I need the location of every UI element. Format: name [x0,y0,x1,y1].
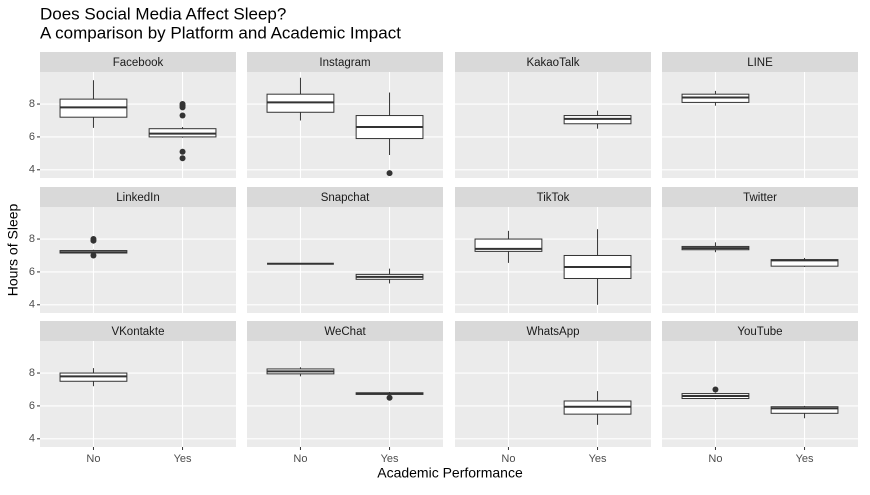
panel-background [40,341,236,447]
y-tick-label: 4 [29,164,35,176]
strip-label: WhatsApp [526,326,579,338]
strip [40,52,236,72]
strip [455,321,651,341]
strip [662,187,858,207]
panel-background [455,72,651,178]
strip-label: TikTok [537,192,570,204]
y-tick-label: 4 [29,299,35,311]
strip [247,187,443,207]
panel-background [40,72,236,178]
outlier [179,104,186,111]
strip-label: VKontakte [111,326,164,338]
y-tick-label: 6 [29,266,35,278]
strip-label: KakaoTalk [526,57,579,69]
strip-label: WeChat [324,326,366,338]
y-tick-label: 6 [29,400,35,412]
strip-label: Snapchat [321,192,370,204]
panel-background [40,207,236,313]
outlier [179,148,186,155]
outlier [712,386,719,393]
outlier [90,252,97,259]
x-tick-label: Yes [174,453,192,465]
strip [247,52,443,72]
box [770,406,839,414]
y-tick-label: 8 [29,233,35,245]
y-tick-label: 6 [29,131,35,143]
x-tick-label: Yes [589,453,607,465]
strip [40,321,236,341]
strip-label: LINE [747,57,773,69]
strip [455,52,651,72]
panel-background [455,341,651,447]
strip-label: LinkedIn [116,192,159,204]
y-axis-label: Hours of Sleep [5,203,21,296]
outlier [386,394,393,401]
strip [455,187,651,207]
x-tick-label: Yes [381,453,399,465]
outlier [179,112,186,119]
x-axis-label: Academic Performance [377,465,523,481]
strip [662,321,858,341]
x-tick-label: No [293,453,307,465]
x-tick-label: No [86,453,100,465]
strip-label: Instagram [319,57,370,69]
x-tick-label: Yes [796,453,814,465]
strip-label: YouTube [737,326,782,338]
y-tick-label: 8 [29,98,35,110]
strip [40,187,236,207]
chart-subtitle: A comparison by Platform and Academic Im… [40,23,401,42]
x-tick-label: No [708,453,722,465]
outlier [386,170,393,177]
panel-background [247,207,443,313]
y-tick-label: 8 [29,367,35,379]
strip [247,321,443,341]
y-tick-label: 4 [29,433,35,445]
outlier [90,237,97,244]
x-tick-label: No [501,453,515,465]
panel-background [662,72,858,178]
outlier [179,155,186,162]
chart-title: Does Social Media Affect Sleep? [40,4,286,23]
strip [662,52,858,72]
strip-label: Twitter [743,192,777,204]
strip-label: Facebook [113,57,164,69]
